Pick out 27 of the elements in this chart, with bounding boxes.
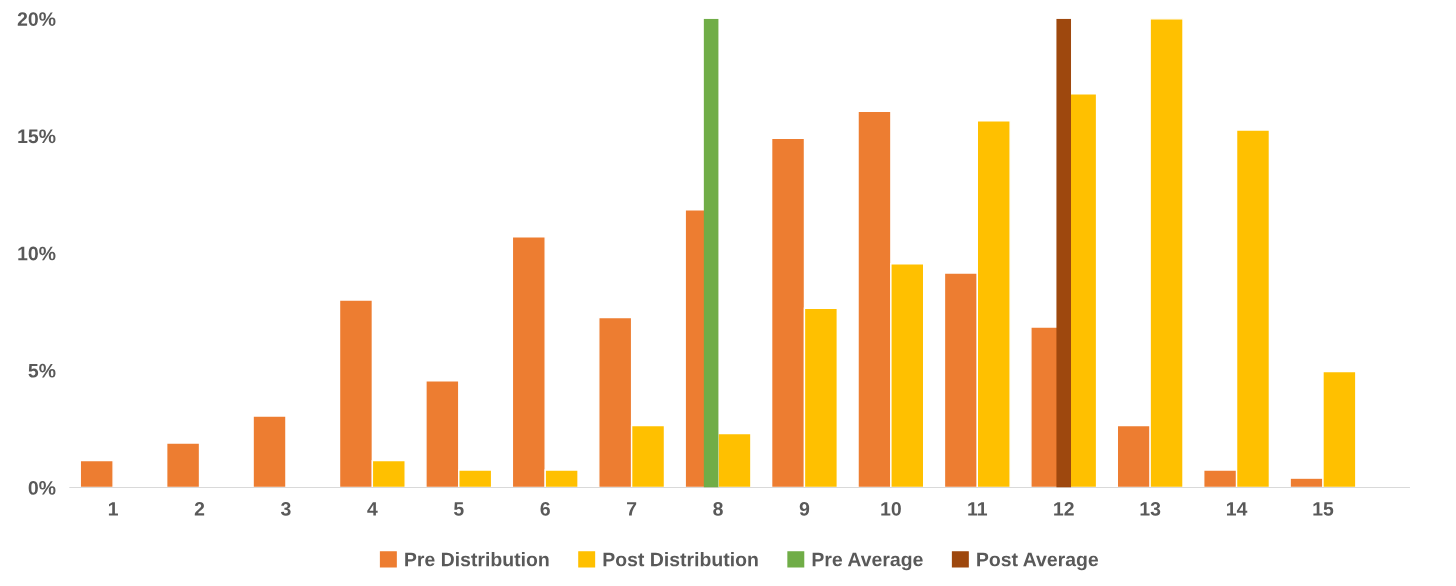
y-tick-label: 10% [18, 246, 56, 261]
x-tick-label: 4 [367, 502, 378, 516]
bar [165, 442, 201, 488]
x-tick-label: 12 [1054, 501, 1074, 516]
legend-label: Post Distribution [603, 552, 758, 567]
x-tick-label: 13 [1140, 501, 1161, 516]
x-tick-label: 1 [108, 502, 118, 516]
x-tick-label: 5 [453, 502, 464, 516]
x-tick-label: 6 [540, 501, 550, 516]
legend-label: Pre Average [812, 552, 923, 571]
x-tick-label: 3 [280, 501, 291, 516]
legend-label: Pre Distribution [405, 552, 549, 567]
bar [252, 415, 287, 488]
y-tick-label: 20% [17, 12, 56, 26]
x-tick-label: 11 [968, 502, 988, 516]
y-tick-label: 0% [28, 481, 56, 495]
x-tick-label: 14 [1226, 502, 1248, 516]
x-tick-label: 7 [627, 502, 637, 516]
x-tick-label: 9 [799, 501, 810, 516]
x-tick-label: 2 [194, 501, 205, 516]
bar [79, 459, 114, 488]
x-tick-label: 10 [881, 501, 901, 516]
y-tick-label: 5% [28, 363, 56, 378]
y-tick-label: 15% [18, 129, 56, 144]
legend-label: Post Average [977, 552, 1099, 571]
x-tick-label: 8 [713, 501, 723, 516]
x-tick-label: 15 [1313, 502, 1334, 516]
